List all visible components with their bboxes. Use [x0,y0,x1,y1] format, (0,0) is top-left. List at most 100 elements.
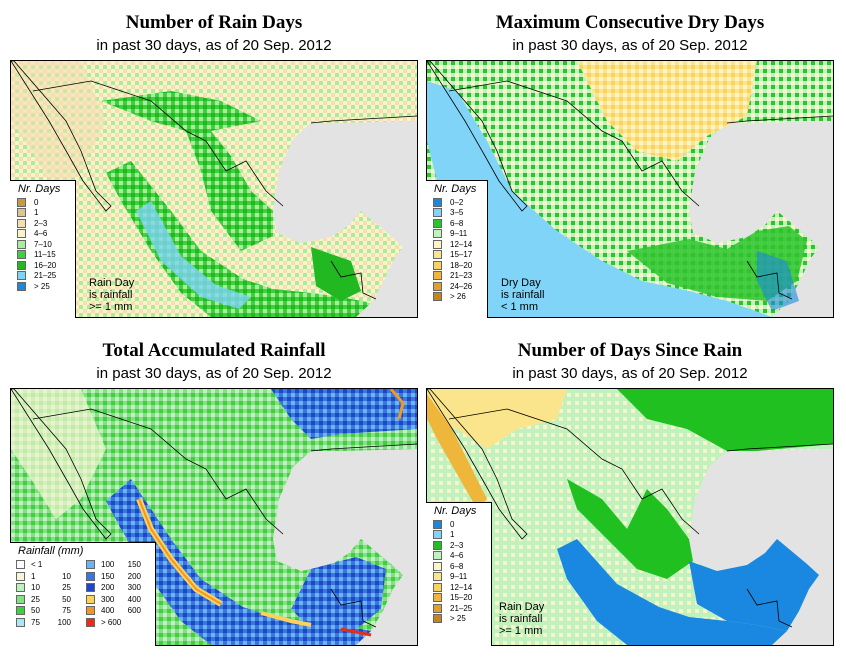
legend-row: 9–11 [426,229,487,240]
panel-title: Maximum Consecutive Dry Days [495,12,765,33]
legend-low: 50 [31,606,40,616]
legend-swatch [433,239,442,249]
legend-row: 0–2 [426,197,487,208]
legend-swatch [433,292,442,302]
legend-row: 300 400 [82,594,141,606]
legend-label: 21–25 [34,271,57,281]
note-line: Dry Day [501,277,541,289]
legend-row: 2–3 [10,218,75,229]
legend-low: 75 [31,617,40,627]
legend-label: 4–6 [450,551,464,561]
legend-label: 9–11 [450,229,468,239]
legend-swatch [86,606,95,616]
rain-days-map-graphic [11,61,417,317]
panel-subtitle: in past 30 days, as of 20 Sep. 2012 [96,37,332,54]
note-line: < 1 mm [501,301,538,313]
legend-high: 75 [62,606,71,616]
legend-low: 400 [101,606,115,616]
legend-row: 50 75 [12,605,71,617]
legend-column-left: < 1 1 10 10 25 25 50 50 75 75 100 [12,559,71,628]
legend-label: 7–10 [34,239,52,249]
legend-swatch [17,239,26,249]
note-line: >= 1 mm [89,301,133,313]
panel-title: Number of Days Since Rain [517,340,743,361]
legend-high: 150 [127,560,141,570]
legend-range: 100 150 [101,560,141,569]
legend-swatch [17,197,26,207]
panel-title: Total Accumulated Rainfall [102,340,326,361]
legend-low: > 600 [101,617,122,627]
rain-day-note: Rain Day is rainfall >= 1 mm [89,277,134,313]
legend-high: 100 [57,617,71,627]
legend-swatch [433,281,442,291]
legend-swatch [433,218,442,228]
legend-range: 50 75 [31,606,71,615]
legend-label: 3–5 [450,208,464,218]
legend-row: 10 25 [12,582,71,594]
legend-high: 25 [62,583,71,593]
legend-range: 10 25 [31,583,71,592]
dry-days-legend: Nr. Days 0–2 3–5 6–8 9–11 12–14 15–17 18… [426,180,488,318]
legend-swatch [86,594,95,604]
legend-row: 0 [426,519,491,530]
legend-range: 150 200 [101,572,141,581]
legend-label: 1 [450,530,455,540]
legend-high: 50 [62,594,71,604]
legend-row: 24–26 [426,281,487,292]
legend-swatch [433,582,442,592]
legend-row: 7–10 [10,239,75,250]
legend-swatch [433,250,442,260]
panel-dry-days: Maximum Consecutive Dry Days in past 30 … [426,12,834,318]
legend-row: 75 100 [12,617,71,629]
panel-rain-days: Number of Rain Days in past 30 days, as … [10,12,418,318]
legend-label: 24–26 [450,281,473,291]
legend-swatch [433,229,442,239]
legend-swatch [16,617,25,627]
legend-swatch [433,208,442,218]
note-line: is rainfall [89,289,133,301]
legend-row: 9–11 [426,572,491,583]
legend-label: > 25 [34,281,50,291]
legend-title: Nr. Days [434,183,477,195]
legend-low: 10 [31,583,40,593]
legend-low: 200 [101,583,115,593]
panel-title: Number of Rain Days [125,12,303,33]
legend-label: 0 [34,197,39,207]
legend-high: 600 [127,606,141,616]
legend-label: 9–11 [450,572,468,582]
legend-swatch [17,281,26,291]
dry-days-map-graphic [427,61,833,317]
legend-swatch [433,530,442,540]
panel-subtitle: in past 30 days, as of 20 Sep. 2012 [512,365,748,382]
rain-day-note: Rain Day is rainfall >= 1 mm [499,601,544,637]
legend-label: 4–6 [34,229,48,239]
rain-days-map: Rain Day is rainfall >= 1 mm [10,60,418,318]
legend-swatch [17,229,26,239]
legend-swatch [16,594,25,604]
panel-total-rainfall: Total Accumulated Rainfall in past 30 da… [10,340,418,646]
legend-label: 12–14 [450,239,473,249]
legend-title: Rainfall (mm) [18,545,84,557]
legend-low: 100 [101,560,115,570]
note-line: is rainfall [501,289,545,301]
legend-swatch [17,271,26,281]
legend-row: 2–3 [426,540,491,551]
legend-row: > 25 [10,281,75,292]
note-line: is rainfall [499,613,543,625]
legend-low: < 1 [31,560,43,570]
legend-row: 25 50 [12,594,71,606]
legend-low: 150 [101,571,115,581]
legend-row: 4–6 [426,551,491,562]
legend-row: 150 200 [82,571,141,583]
legend-row: 100 150 [82,559,141,571]
legend-swatch [16,571,25,581]
legend-range: 1 10 [31,572,71,581]
legend-swatch [16,583,25,593]
legend-swatch [17,250,26,260]
legend-row: 200 300 [82,582,141,594]
legend-range: 25 50 [31,595,71,604]
legend-high: 300 [127,583,141,593]
rain-days-legend: Nr. Days 0 1 2–3 4–6 7–10 11–15 16–20 21… [10,180,76,318]
rainfall-legend: Rainfall (mm) < 1 1 10 10 25 25 50 50 75 75 1… [10,542,156,646]
note-line: Rain Day [499,601,545,613]
